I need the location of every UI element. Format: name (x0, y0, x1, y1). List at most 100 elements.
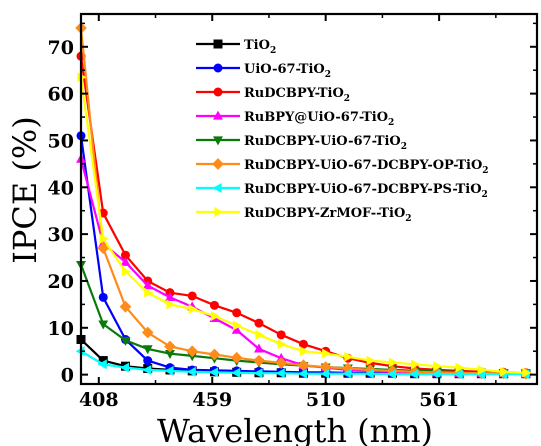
legend-label-subscript: 2 (482, 190, 488, 200)
data-point (276, 330, 286, 340)
data-point (386, 365, 399, 377)
data-point (411, 359, 421, 370)
data-point (142, 364, 152, 375)
data-point (297, 359, 310, 372)
data-point (166, 299, 176, 310)
data-point (298, 339, 308, 349)
x-tick-label: 510 (306, 389, 346, 411)
legend-label: RuDCBPY-UiO-67-DCBPY-OP-TiO2 (244, 158, 489, 176)
y-tick-label: 0 (61, 365, 74, 387)
data-point (165, 291, 175, 301)
data-point (231, 324, 242, 334)
y-tick-label: 10 (48, 318, 74, 340)
legend-label: RuDCBPY-UiO-67-TiO2 (244, 134, 407, 152)
legend-marker (214, 207, 224, 217)
legend-entry-1: UiO-67-TiO2 (196, 62, 331, 80)
legend-entry-0: TiO2 (196, 38, 276, 56)
legend-label-subscript: 2 (388, 118, 394, 128)
x-tick-label: 459 (192, 389, 232, 411)
series-7 (77, 72, 532, 378)
data-point (388, 357, 398, 368)
data-point (322, 348, 332, 359)
data-point (231, 367, 241, 378)
data-point (120, 336, 131, 346)
legend-label: TiO2 (244, 38, 276, 56)
data-point (119, 300, 132, 313)
legend-marker (213, 39, 223, 49)
legend-label-subscript: 2 (405, 214, 411, 224)
data-point (232, 308, 242, 318)
data-point (141, 326, 154, 339)
data-point (253, 368, 263, 379)
data-point (522, 367, 532, 378)
legend-label: RuDCBPY-UiO-67-DCBPY-PS-TiO2 (244, 182, 488, 200)
legend-label-main: RuDCBPY-UiO-67-DCBPY-PS-TiO (244, 182, 482, 197)
data-point (230, 351, 243, 364)
data-point (98, 292, 108, 302)
data-point (364, 364, 377, 376)
legend-label: RuDCBPY-TiO2 (244, 86, 350, 104)
data-point (253, 354, 265, 367)
data-point (208, 348, 221, 361)
legend-label: RuBPY@UiO-67-TiO2 (244, 110, 394, 128)
y-tick-label: 60 (48, 84, 74, 106)
data-point (120, 250, 130, 260)
data-point (342, 368, 352, 379)
data-point (98, 356, 108, 366)
data-point (187, 291, 197, 301)
legend-entry-3: RuBPY@UiO-67-TiO2 (196, 110, 394, 128)
legend-entry-2: RuDCBPY-TiO2 (196, 86, 350, 104)
data-point (431, 369, 441, 380)
data-point (164, 365, 174, 376)
legend-label-main: RuDCBPY-UiO-67-DCBPY-OP-TiO (244, 158, 482, 173)
data-point (121, 266, 131, 277)
data-point (233, 320, 243, 331)
y-tick-label: 70 (48, 37, 74, 59)
data-point (98, 320, 109, 330)
data-point (186, 366, 196, 377)
plot-frame (79, 12, 539, 386)
data-point (277, 339, 287, 350)
legend-entry-4: RuDCBPY-UiO-67-TiO2 (196, 134, 407, 152)
data-point (142, 280, 153, 290)
legend-label-main: RuDCBPY-TiO (244, 86, 344, 101)
x-axis-title: Wavelength (nm) (157, 412, 433, 446)
legend-marker (212, 158, 224, 170)
data-point (275, 357, 288, 369)
data-point (500, 366, 510, 377)
legend-label-main: RuBPY@UiO-67-TiO (244, 110, 388, 125)
legend-label-subscript: 2 (482, 166, 488, 176)
y-axis-title: IPCE (%) (6, 116, 44, 264)
data-point (188, 304, 198, 315)
series-layer (75, 22, 532, 380)
legend-label-subscript: 2 (344, 94, 350, 104)
legend-label-main: TiO (244, 38, 270, 53)
data-point (99, 233, 109, 244)
legend-marker (213, 63, 223, 73)
data-point (364, 368, 374, 379)
data-point (433, 361, 443, 372)
y-tick-label: 30 (48, 224, 74, 246)
legend-marker (212, 183, 222, 193)
data-point (143, 356, 153, 366)
legend-marker (213, 110, 223, 120)
legend-label-main: RuDCBPY-UiO-67-TiO (244, 134, 401, 149)
data-point (165, 349, 175, 359)
data-point (366, 355, 376, 366)
data-point (120, 256, 131, 266)
legend-label: UiO-67-TiO2 (244, 62, 331, 80)
data-point (97, 242, 110, 255)
data-point (455, 362, 465, 373)
data-point (164, 340, 176, 353)
data-point (344, 351, 354, 362)
data-point (409, 369, 419, 380)
data-point (477, 364, 487, 375)
data-point (320, 368, 330, 379)
x-tick-label: 561 (419, 389, 459, 411)
data-point (209, 300, 219, 310)
data-point (298, 368, 308, 379)
data-point (120, 362, 130, 373)
legend-label-subscript: 2 (325, 70, 331, 80)
